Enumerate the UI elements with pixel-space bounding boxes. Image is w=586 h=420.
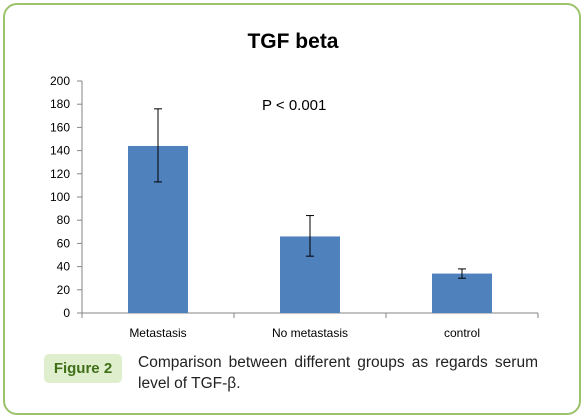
y-tick-label: 80: [57, 213, 71, 227]
chart-error-bars: [154, 108, 466, 279]
p-value-annotation: P < 0.001: [262, 97, 326, 114]
y-tick-label: 160: [50, 120, 70, 134]
y-tick-label: 200: [50, 74, 70, 88]
x-category-label: Metastasis: [129, 326, 186, 340]
y-tick-label: 20: [57, 283, 71, 297]
chart-title: TGF beta: [247, 30, 339, 53]
y-tick-label: 140: [50, 144, 70, 158]
y-tick-label: 100: [50, 190, 70, 204]
x-category-label: control: [444, 326, 480, 340]
x-category-label: No metastasis: [272, 326, 348, 340]
figure-label: Figure 2: [44, 354, 122, 383]
figure-frame: [3, 3, 581, 415]
chart-labels: 0 20 40 60 80 100 120 140 160 180 200 Metastasis No …: [50, 74, 480, 340]
figure-caption: Comparison between different groups as r…: [138, 354, 538, 392]
y-tick-label: 120: [50, 167, 70, 181]
y-tick-label: 40: [57, 260, 71, 274]
bar-control: [432, 273, 492, 313]
y-tick-label: 180: [50, 97, 70, 111]
y-tick-label: 0: [63, 306, 70, 320]
y-tick-label: 60: [57, 236, 71, 250]
